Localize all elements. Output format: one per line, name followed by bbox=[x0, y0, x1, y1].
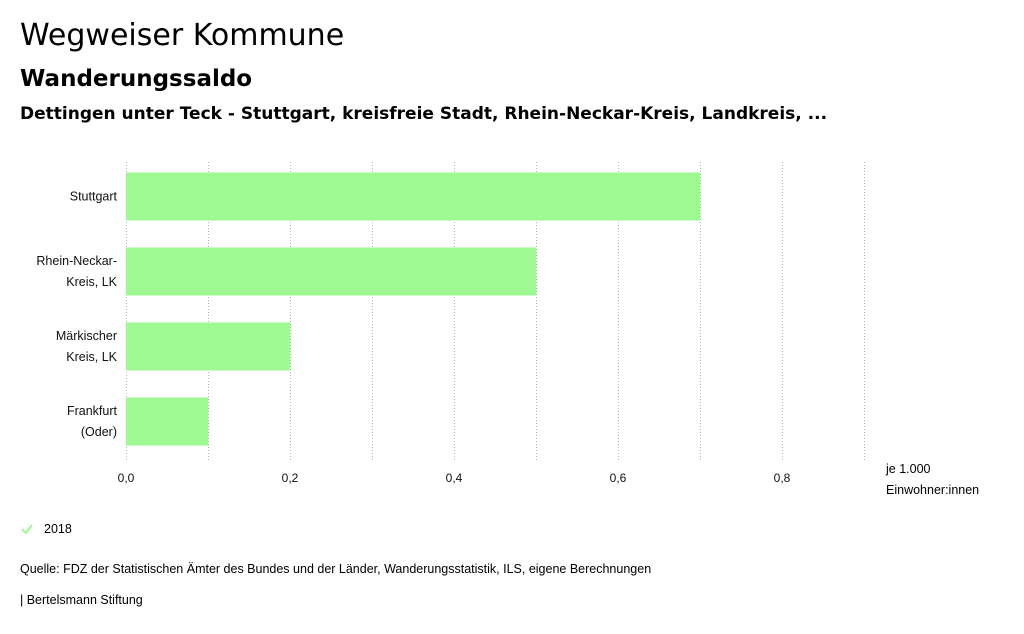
x-tick-label: 0,8 bbox=[774, 471, 791, 485]
category-label: Rhein-Neckar- bbox=[36, 254, 117, 268]
category-label: (Oder) bbox=[81, 425, 117, 439]
bar-3 bbox=[126, 397, 208, 446]
category-label: Stuttgart bbox=[70, 190, 118, 204]
category-label: Frankfurt bbox=[67, 404, 118, 418]
bar-0 bbox=[126, 172, 700, 221]
x-tick-label: 0,0 bbox=[118, 471, 135, 485]
credit-note[interactable]: | Bertelsmann Stiftung bbox=[20, 593, 143, 607]
axis-unit-line1: je 1.000 bbox=[886, 462, 931, 476]
axis-unit-label: je 1.000 Einwohner:innen bbox=[886, 459, 979, 501]
region-list: Dettingen unter Teck - Stuttgart, kreisf… bbox=[20, 104, 828, 124]
x-tick-label: 0,4 bbox=[446, 471, 463, 485]
legend[interactable]: 2018 bbox=[20, 522, 72, 536]
bar-1 bbox=[126, 247, 536, 296]
category-label: Kreis, LK bbox=[66, 275, 117, 289]
legend-label-2018: 2018 bbox=[44, 522, 72, 536]
x-tick-label: 0,6 bbox=[610, 471, 627, 485]
bar-chart: 0,0 0,2 0,4 0,6 0,8 Stuttgart Rhein-Neckar- Kre… bbox=[36, 162, 865, 485]
axis-unit-line2: Einwohner:innen bbox=[886, 483, 980, 497]
chart-subtitle: Wanderungssaldo bbox=[20, 66, 253, 92]
category-label: Märkischer bbox=[56, 329, 117, 343]
chart-title: Wegweiser Kommune bbox=[20, 18, 345, 53]
x-tick-label: 0,2 bbox=[282, 471, 299, 485]
category-label: Kreis, LK bbox=[66, 350, 117, 364]
check-icon bbox=[21, 524, 33, 535]
bar-2 bbox=[126, 322, 290, 371]
source-note: Quelle: FDZ der Statistischen Ämter des … bbox=[20, 562, 652, 576]
